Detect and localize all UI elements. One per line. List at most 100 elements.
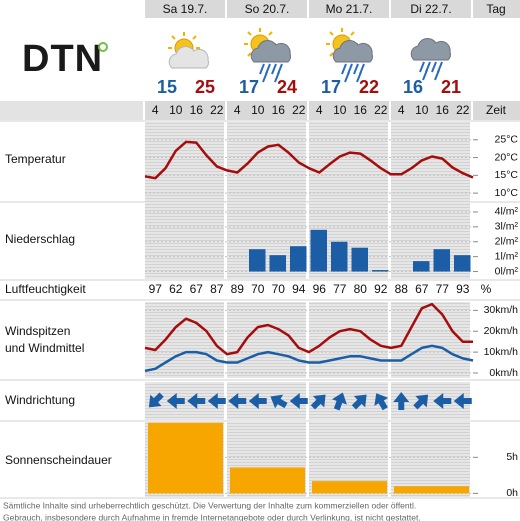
wind-arrow [148, 392, 164, 408]
hour-label: 22 [210, 103, 224, 117]
temp-min: 17 [321, 77, 341, 97]
humidity-value: 77 [436, 282, 450, 296]
humidity-value: 94 [292, 282, 306, 296]
humidity-unit: % [481, 282, 492, 296]
wind-arrow [187, 393, 206, 409]
y-tick-label: 10km/h [484, 346, 519, 358]
chart-bg [391, 422, 470, 497]
hour-label: 22 [292, 103, 306, 117]
bar [454, 255, 471, 272]
chart-title: Windspitzen [5, 324, 70, 338]
weather-icon [167, 31, 210, 69]
chart-bg [309, 302, 388, 378]
hour-label: 10 [415, 103, 429, 117]
wind-arrow [413, 394, 429, 410]
chart-title: Temperatur [5, 152, 66, 166]
humidity-value: 70 [251, 282, 265, 296]
logo: DTN [22, 38, 108, 80]
humidity-value: 96 [313, 282, 327, 296]
humidity-value: 87 [210, 282, 224, 296]
bar [290, 246, 307, 272]
wind-arrow [331, 392, 347, 411]
footer-text: Gebrauch, insbesondere durch Aufnahme in… [3, 512, 421, 521]
y-tick-label: 0l/m² [495, 265, 519, 277]
chart-bg [227, 122, 306, 202]
y-tick-label: 1l/m² [495, 250, 519, 262]
day-label: Sa 19.7. [163, 2, 208, 16]
chart-bg [391, 122, 470, 202]
humidity-value: 97 [149, 282, 163, 296]
hour-label: 22 [374, 103, 388, 117]
wind-arrow [270, 394, 288, 409]
bar [331, 241, 348, 272]
humidity-value: 89 [231, 282, 245, 296]
y-tick-label: 4l/m² [495, 206, 519, 218]
wind-arrow [351, 394, 367, 410]
wind-arrow [166, 393, 185, 409]
y-tick-label: 15°C [495, 169, 519, 181]
data-line [144, 344, 474, 373]
data-line [144, 302, 473, 356]
weather-icon [243, 27, 292, 83]
temp-max: 24 [277, 77, 297, 97]
hour-label: 16 [436, 103, 450, 117]
bar [230, 467, 305, 494]
wind-arrow [374, 393, 389, 411]
hour-label: 10 [169, 103, 183, 117]
wind-arrow [393, 392, 410, 410]
bar [433, 249, 450, 272]
weather-icon [325, 27, 374, 83]
chart-bg [145, 302, 224, 378]
wind-arrow [207, 393, 226, 409]
chart-title: und Windmittel [5, 341, 84, 355]
y-tick-label: 30km/h [484, 304, 519, 316]
bar [372, 270, 389, 272]
day-label: Di 22.7. [410, 2, 451, 16]
time-header: Zeit [486, 103, 507, 117]
hour-label: 22 [456, 103, 470, 117]
day-label: So 20.7. [245, 2, 290, 16]
y-tick-label: 0h [506, 487, 518, 499]
humidity-value: 67 [415, 282, 429, 296]
y-tick-label: 5h [506, 451, 518, 463]
y-tick-label: 3l/m² [495, 221, 519, 233]
day-header: Tag [486, 2, 505, 16]
chart-bg [227, 302, 306, 378]
y-tick-label: 10°C [495, 187, 519, 199]
y-tick-label: 20km/h [484, 325, 519, 337]
footer-text: Sämtliche Inhalte sind urheberrechtlich … [3, 500, 416, 510]
logo-text: DTN [22, 38, 103, 80]
hour-label: 16 [354, 103, 368, 117]
temp-min: 16 [403, 77, 423, 97]
bar [148, 422, 223, 494]
temp-max: 21 [441, 77, 461, 97]
wind-arrow [310, 394, 326, 410]
hour-label: 4 [152, 103, 159, 117]
bar [351, 247, 368, 272]
header-bg [0, 0, 520, 120]
humidity-value: 67 [190, 282, 204, 296]
y-tick-label: 20°C [495, 151, 519, 163]
y-tick-label: 0km/h [489, 367, 518, 379]
temp-min: 17 [239, 77, 259, 97]
humidity-value: 77 [333, 282, 347, 296]
humidity-value: 70 [272, 282, 286, 296]
chart-bg [145, 122, 224, 202]
weather-icon [410, 38, 452, 81]
chart-title: Sonnenscheindauer [5, 453, 112, 467]
day-label: Mo 21.7. [326, 2, 373, 16]
temp-max: 22 [359, 77, 379, 97]
hour-label: 4 [234, 103, 241, 117]
bar [312, 481, 387, 494]
chart-bg [391, 302, 470, 378]
hour-label: 4 [316, 103, 323, 117]
wind-arrow [289, 393, 308, 409]
hour-label: 16 [190, 103, 204, 117]
wind-arrow [433, 393, 452, 409]
wind-arrow [248, 393, 267, 409]
wind-arrow [228, 393, 247, 409]
hour-label: 10 [251, 103, 265, 117]
humidity-value: 88 [395, 282, 409, 296]
y-tick-label: 25°C [495, 134, 519, 146]
